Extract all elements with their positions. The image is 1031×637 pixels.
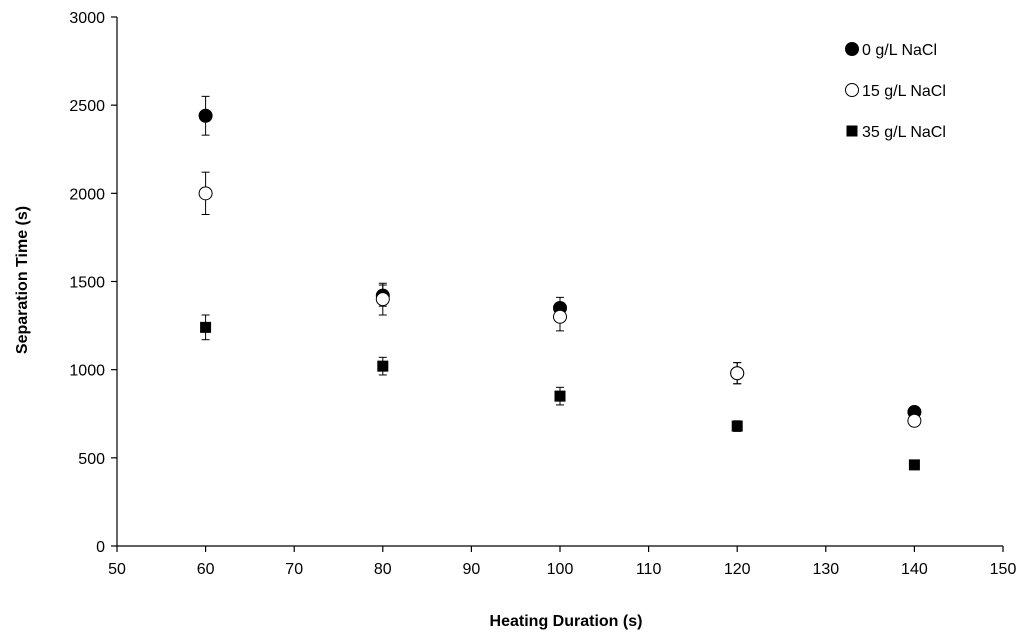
- series-2: [200, 314, 920, 471]
- legend-marker: [845, 42, 859, 56]
- y-tick-label: 0: [96, 539, 105, 556]
- data-point: [731, 420, 743, 432]
- series-1: [198, 171, 922, 428]
- legend-label: 15 g/L NaCl: [862, 83, 946, 100]
- legend-label: 35 g/L NaCl: [862, 124, 946, 141]
- x-tick-label: 50: [108, 561, 126, 578]
- data-point: [375, 292, 390, 307]
- x-axis: 50 60 70 80 90 100 110 120 130 140 150: [108, 546, 1016, 578]
- y-axis-title: Separation Time (s): [14, 206, 31, 354]
- data-point: [553, 309, 567, 324]
- x-tick-label: 80: [374, 561, 392, 578]
- data-marks: [198, 95, 922, 471]
- y-tick-label: 1000: [69, 363, 105, 380]
- y-tick-label: 3000: [69, 10, 105, 27]
- x-tick-label: 60: [197, 561, 215, 578]
- x-tick-label: 120: [724, 561, 751, 578]
- x-tick-label: 70: [285, 561, 303, 578]
- y-tick-label: 1500: [69, 275, 105, 292]
- legend-label: 0 g/L NaCl: [862, 42, 937, 59]
- y-tick-label: 2500: [69, 98, 105, 115]
- x-tick-label: 100: [547, 561, 574, 578]
- legend-marker: [846, 125, 858, 137]
- data-point: [730, 366, 745, 381]
- data-point: [908, 459, 920, 471]
- y-axis: 0 500 1000 1500 2000 2500 3000: [69, 10, 117, 556]
- data-point: [554, 390, 566, 402]
- x-tick-label: 130: [812, 561, 839, 578]
- legend-marker: [845, 83, 859, 97]
- y-tick-label: 2000: [69, 186, 105, 203]
- data-point: [377, 360, 389, 372]
- x-tick-label: 110: [636, 561, 662, 578]
- x-tick-label: 140: [901, 561, 928, 578]
- data-point: [198, 186, 213, 201]
- y-tick-label: 500: [78, 451, 105, 468]
- data-point: [907, 413, 922, 428]
- series-0: [198, 95, 922, 419]
- x-tick-label: 90: [463, 561, 481, 578]
- legend: 0 g/L NaCl 15 g/L NaCl 35 g/L NaCl: [845, 42, 946, 141]
- x-tick-label: 150: [990, 561, 1017, 578]
- data-point: [200, 321, 212, 333]
- x-axis-title: Heating Duration (s): [490, 613, 643, 630]
- data-point: [198, 108, 213, 123]
